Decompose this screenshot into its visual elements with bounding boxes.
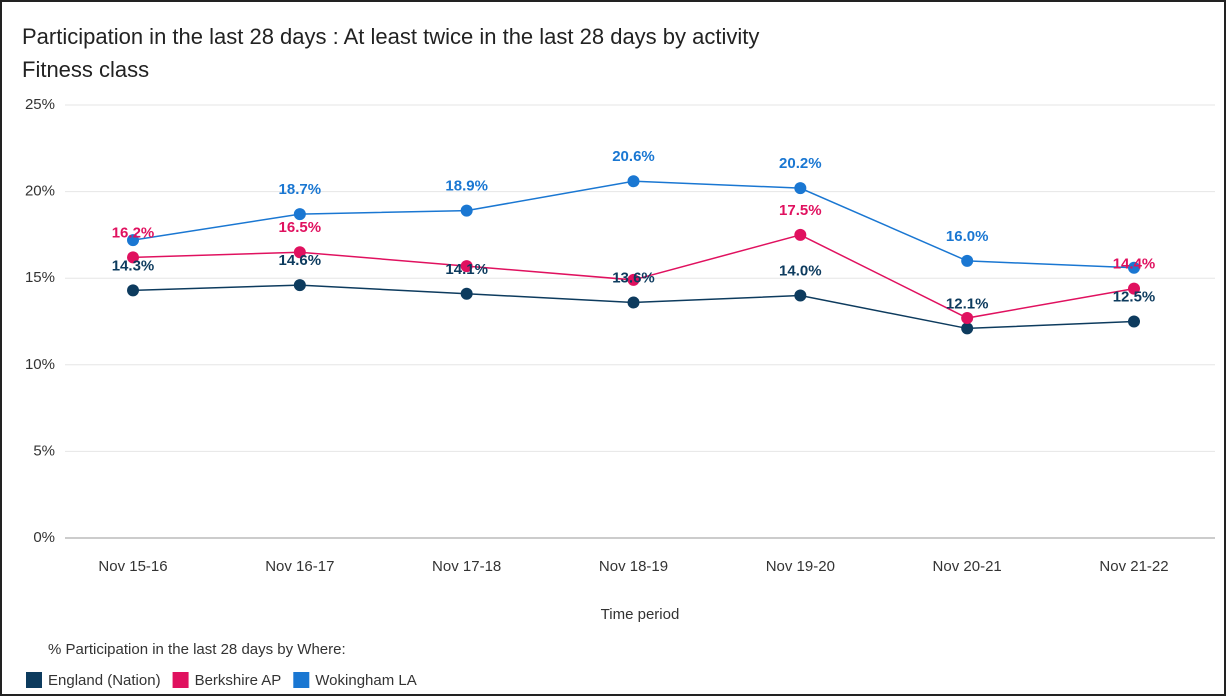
- data-label: 14.3%: [112, 257, 155, 274]
- data-label: 12.5%: [1113, 288, 1156, 305]
- x-tick-label: Nov 18-19: [599, 558, 668, 575]
- data-point: [627, 175, 640, 188]
- data-point: [293, 279, 306, 292]
- data-label: 14.0%: [779, 262, 822, 279]
- data-point: [961, 312, 974, 325]
- data-point: [1128, 261, 1140, 274]
- y-tick-label: 20%: [25, 183, 55, 200]
- x-tick-label: Nov 17-18: [432, 558, 501, 575]
- y-tick-label: 25%: [25, 96, 55, 113]
- data-label: 18.7%: [279, 181, 322, 198]
- data-point: [627, 273, 640, 286]
- data-label: 18.9%: [445, 178, 488, 195]
- x-tick-label: Nov 15-16: [98, 558, 167, 575]
- x-tick-label: Nov 20-21: [933, 558, 1002, 575]
- data-point: [460, 260, 473, 273]
- data-point: [794, 182, 807, 195]
- legend-swatch: [293, 672, 310, 688]
- y-tick-label: 10%: [25, 356, 55, 373]
- data-label: 17.5%: [779, 202, 822, 219]
- data-point: [127, 234, 139, 247]
- y-tick-label: 5%: [33, 442, 55, 459]
- data-label: 14.4%: [1113, 256, 1156, 273]
- data-label: 14.1%: [445, 261, 488, 278]
- data-point: [127, 284, 139, 297]
- data-label: 14.6%: [279, 252, 322, 269]
- data-point: [627, 296, 640, 309]
- chart-title: Participation in the last 28 days : At l…: [22, 24, 759, 49]
- data-label: 20.6%: [612, 148, 655, 165]
- y-tick-label: 15%: [25, 269, 55, 286]
- data-point: [961, 322, 974, 335]
- legend-swatch: [172, 672, 189, 688]
- data-point: [794, 228, 807, 241]
- legend-label: Wokingham LA: [315, 672, 416, 689]
- data-point: [293, 246, 306, 259]
- data-label: 16.0%: [946, 228, 989, 245]
- x-tick-label: Nov 19-20: [766, 558, 835, 575]
- x-tick-label: Nov 21-22: [1099, 558, 1168, 575]
- y-tick-label: 0%: [33, 529, 55, 546]
- data-point: [293, 208, 306, 221]
- data-label: 16.2%: [112, 224, 155, 241]
- legend-swatch: [26, 672, 42, 688]
- data-point: [1128, 315, 1140, 328]
- legend-title: % Participation in the last 28 days by W…: [48, 641, 346, 658]
- data-point: [460, 287, 473, 300]
- x-tick-label: Nov 16-17: [265, 558, 334, 575]
- x-axis-title: Time period: [601, 606, 680, 623]
- data-point: [460, 204, 473, 217]
- data-label: 20.2%: [779, 155, 822, 172]
- legend-label: Berkshire AP: [195, 672, 282, 689]
- data-label: 13.6%: [612, 269, 655, 286]
- data-label: 12.1%: [946, 295, 989, 312]
- legend-label: England (Nation): [48, 672, 161, 689]
- data-point: [794, 289, 807, 302]
- data-point: [127, 251, 139, 264]
- data-point: [1128, 282, 1140, 295]
- data-point: [961, 254, 974, 267]
- data-label: 16.5%: [279, 219, 322, 236]
- chart-subtitle: Fitness class: [22, 57, 149, 82]
